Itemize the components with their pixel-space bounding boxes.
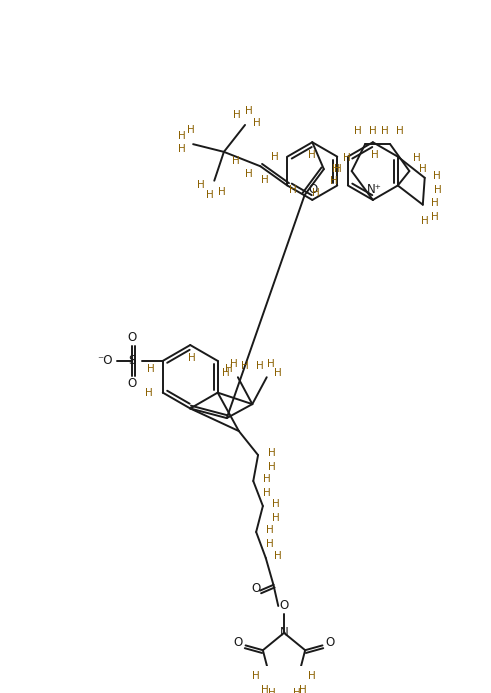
- Text: H: H: [267, 359, 274, 369]
- Text: H: H: [382, 125, 389, 136]
- Text: H: H: [188, 125, 195, 134]
- Text: H: H: [293, 688, 300, 693]
- Text: H: H: [263, 488, 271, 498]
- Text: H: H: [266, 525, 273, 535]
- Text: H: H: [241, 360, 248, 371]
- Text: ⁻O: ⁻O: [97, 354, 113, 367]
- Text: S: S: [128, 354, 136, 367]
- Text: H: H: [413, 152, 421, 163]
- Text: H: H: [256, 360, 264, 371]
- Text: H: H: [271, 152, 279, 161]
- Text: H: H: [178, 132, 186, 141]
- Text: H: H: [178, 144, 186, 154]
- Text: H: H: [435, 185, 442, 195]
- Text: H: H: [312, 188, 320, 198]
- Text: N: N: [280, 626, 288, 640]
- Text: H: H: [354, 125, 361, 136]
- Text: N⁺: N⁺: [367, 183, 382, 196]
- Text: H: H: [343, 152, 351, 163]
- Text: H: H: [432, 212, 439, 222]
- Text: H: H: [232, 157, 239, 166]
- Text: O: O: [251, 582, 261, 595]
- Text: H: H: [273, 499, 280, 509]
- Text: H: H: [245, 107, 253, 116]
- Text: H: H: [421, 216, 429, 226]
- Text: H: H: [253, 118, 260, 128]
- Text: H: H: [230, 359, 238, 369]
- Text: H: H: [252, 671, 260, 681]
- Text: H: H: [263, 474, 271, 484]
- Text: H: H: [222, 369, 230, 378]
- Text: H: H: [147, 364, 155, 374]
- Text: H: H: [419, 164, 427, 174]
- Text: H: H: [332, 164, 340, 174]
- Text: H: H: [268, 688, 275, 693]
- Text: O: O: [309, 183, 318, 196]
- Text: H: H: [308, 671, 316, 681]
- Text: H: H: [369, 125, 377, 136]
- Text: H: H: [268, 462, 275, 472]
- Text: H: H: [334, 164, 342, 174]
- Text: H: H: [300, 685, 307, 693]
- Text: H: H: [308, 150, 316, 160]
- Text: H: H: [145, 387, 153, 398]
- Text: H: H: [266, 538, 273, 549]
- Text: H: H: [274, 369, 282, 378]
- Text: O: O: [233, 636, 243, 649]
- Text: H: H: [432, 198, 439, 208]
- Text: O: O: [127, 331, 136, 344]
- Text: H: H: [261, 175, 269, 185]
- Text: O: O: [127, 378, 136, 390]
- Text: H: H: [289, 185, 297, 195]
- Text: H: H: [329, 176, 337, 186]
- Text: H: H: [261, 685, 269, 693]
- Text: O: O: [326, 636, 335, 649]
- Text: H: H: [371, 150, 379, 160]
- Text: H: H: [234, 110, 241, 121]
- Text: H: H: [268, 448, 275, 458]
- Text: H: H: [218, 187, 226, 198]
- Text: H: H: [396, 125, 404, 136]
- Text: H: H: [245, 169, 253, 179]
- Text: H: H: [225, 364, 233, 374]
- Text: H: H: [188, 353, 196, 364]
- Text: H: H: [274, 551, 282, 561]
- Text: O: O: [279, 599, 289, 613]
- Text: H: H: [273, 513, 280, 523]
- Text: H: H: [434, 171, 441, 181]
- Text: H: H: [206, 190, 214, 200]
- Text: H: H: [197, 179, 205, 189]
